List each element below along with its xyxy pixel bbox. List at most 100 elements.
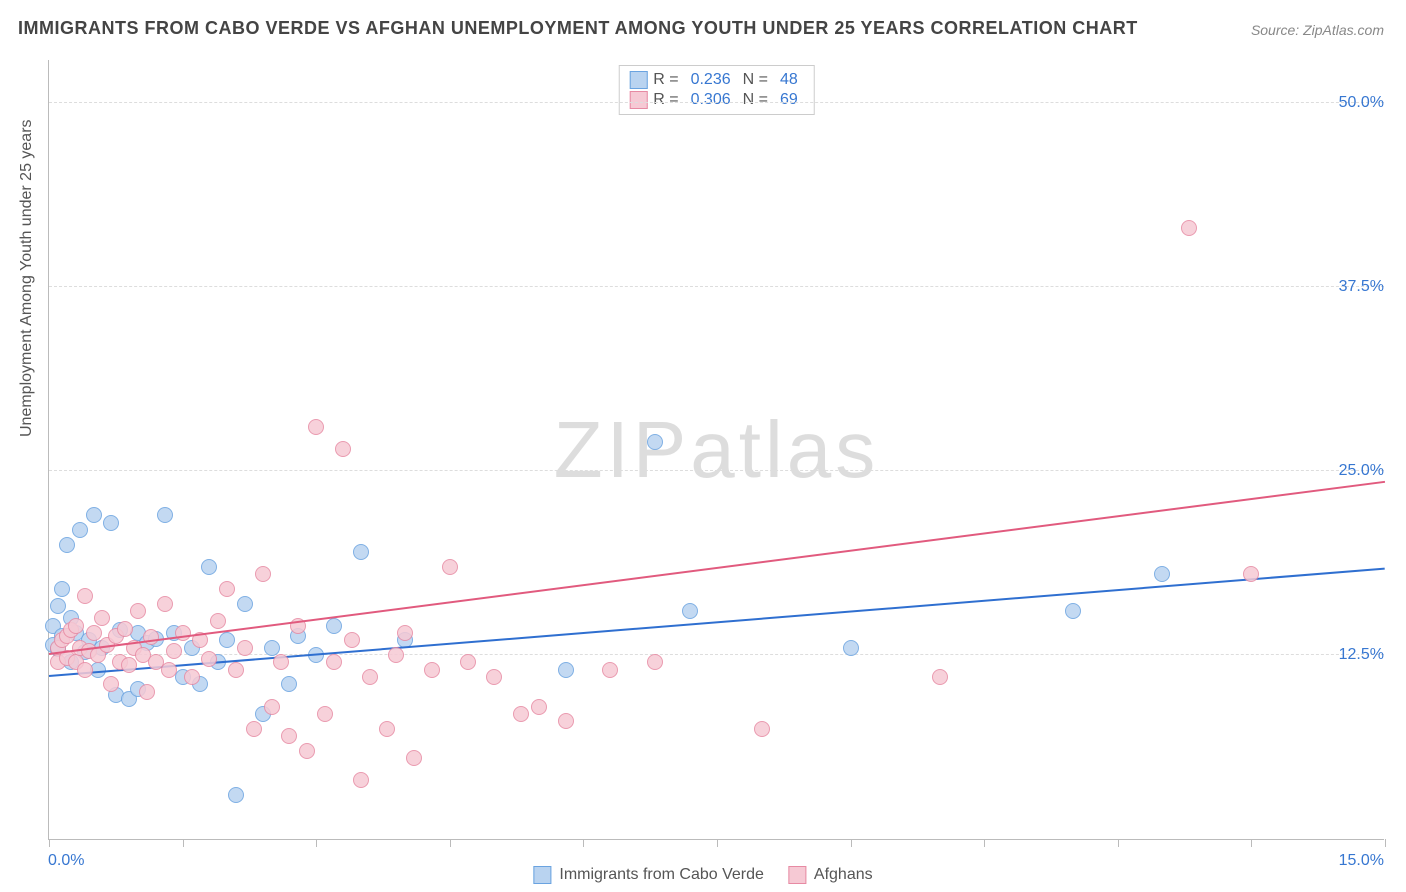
watermark-brand-b: atlas — [690, 405, 879, 494]
scatter-point — [86, 625, 102, 641]
scatter-point — [130, 603, 146, 619]
watermark: ZIPatlas — [554, 404, 879, 496]
stats-row-series-1: R = 0.306 N = 69 — [629, 90, 804, 110]
x-tick — [1118, 839, 1119, 847]
scatter-point — [161, 662, 177, 678]
gridline — [49, 470, 1384, 471]
n-value-0: 48 — [774, 71, 804, 89]
source-attribution: Source: ZipAtlas.com — [1251, 22, 1384, 38]
n-value-1: 69 — [774, 91, 804, 109]
scatter-point — [388, 647, 404, 663]
scatter-point — [72, 522, 88, 538]
x-tick — [717, 839, 718, 847]
scatter-point — [558, 662, 574, 678]
bottom-legend: Immigrants from Cabo Verde Afghans — [533, 866, 872, 884]
scatter-point — [117, 621, 133, 637]
chart-container: IMMIGRANTS FROM CABO VERDE VS AFGHAN UNE… — [0, 0, 1406, 892]
y-axis-label: Unemployment Among Youth under 25 years — [18, 119, 36, 437]
gridline — [49, 286, 1384, 287]
x-tick — [316, 839, 317, 847]
legend-label-1: Afghans — [814, 866, 873, 884]
scatter-point — [326, 618, 342, 634]
x-axis-min-label: 0.0% — [48, 852, 84, 870]
scatter-point — [143, 629, 159, 645]
scatter-point — [344, 632, 360, 648]
scatter-point — [219, 581, 235, 597]
r-label-0: R = — [653, 71, 678, 89]
scatter-point — [647, 654, 663, 670]
trend-line — [49, 568, 1385, 677]
x-tick — [1251, 839, 1252, 847]
y-tick-label: 37.5% — [1339, 278, 1384, 296]
x-tick — [49, 839, 50, 847]
scatter-point — [121, 657, 137, 673]
scatter-point — [424, 662, 440, 678]
legend-swatch-1 — [788, 866, 806, 884]
scatter-point — [317, 706, 333, 722]
scatter-point — [602, 662, 618, 678]
r-value-0: 0.236 — [685, 71, 737, 89]
scatter-point — [246, 721, 262, 737]
legend-item-series-0: Immigrants from Cabo Verde — [533, 866, 764, 884]
x-tick — [183, 839, 184, 847]
scatter-point — [184, 669, 200, 685]
scatter-point — [513, 706, 529, 722]
scatter-point — [237, 596, 253, 612]
plot-area: ZIPatlas R = 0.236 N = 48 R = 0.306 N = … — [48, 60, 1384, 840]
scatter-point — [558, 713, 574, 729]
scatter-point — [406, 750, 422, 766]
x-tick — [450, 839, 451, 847]
scatter-point — [59, 537, 75, 553]
scatter-point — [103, 676, 119, 692]
scatter-point — [281, 676, 297, 692]
scatter-point — [157, 596, 173, 612]
scatter-point — [397, 625, 413, 641]
scatter-point — [442, 559, 458, 575]
scatter-point — [264, 699, 280, 715]
x-axis-max-label: 15.0% — [1339, 852, 1384, 870]
y-tick-label: 12.5% — [1339, 646, 1384, 664]
scatter-point — [50, 598, 66, 614]
n-label-0: N = — [743, 71, 768, 89]
scatter-point — [932, 669, 948, 685]
x-tick — [1385, 839, 1386, 847]
x-tick — [851, 839, 852, 847]
scatter-point — [139, 684, 155, 700]
scatter-point — [273, 654, 289, 670]
scatter-point — [255, 566, 271, 582]
y-tick-label: 50.0% — [1339, 94, 1384, 112]
trend-line — [49, 481, 1385, 655]
scatter-point — [166, 643, 182, 659]
swatch-series-0 — [629, 71, 647, 89]
chart-title: IMMIGRANTS FROM CABO VERDE VS AFGHAN UNE… — [18, 18, 1138, 39]
scatter-point — [281, 728, 297, 744]
scatter-point — [157, 507, 173, 523]
scatter-point — [353, 544, 369, 560]
swatch-series-1 — [629, 91, 647, 109]
scatter-point — [1154, 566, 1170, 582]
scatter-point — [201, 559, 217, 575]
n-label-1: N = — [743, 91, 768, 109]
scatter-point — [264, 640, 280, 656]
scatter-point — [228, 787, 244, 803]
scatter-point — [1181, 220, 1197, 236]
scatter-point — [379, 721, 395, 737]
scatter-point — [94, 610, 110, 626]
r-value-1: 0.306 — [685, 91, 737, 109]
scatter-point — [77, 588, 93, 604]
scatter-point — [531, 699, 547, 715]
scatter-point — [754, 721, 770, 737]
scatter-point — [308, 419, 324, 435]
scatter-point — [86, 507, 102, 523]
scatter-point — [647, 434, 663, 450]
scatter-point — [486, 669, 502, 685]
scatter-point — [219, 632, 235, 648]
scatter-point — [682, 603, 698, 619]
r-label-1: R = — [653, 91, 678, 109]
scatter-point — [175, 625, 191, 641]
scatter-point — [353, 772, 369, 788]
scatter-point — [843, 640, 859, 656]
scatter-point — [460, 654, 476, 670]
watermark-brand-a: ZIP — [554, 405, 690, 494]
scatter-point — [237, 640, 253, 656]
